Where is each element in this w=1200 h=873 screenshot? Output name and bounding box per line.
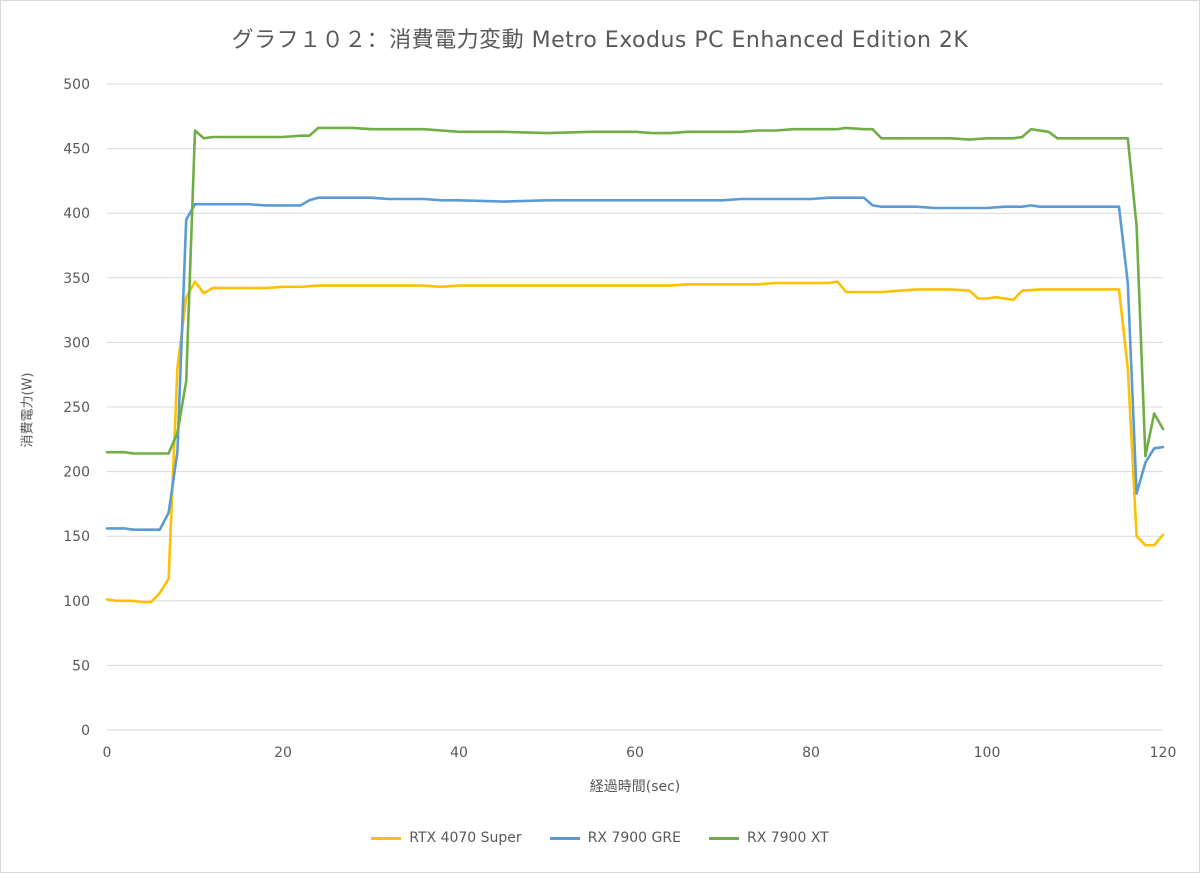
x-axis-label: 経過時間(sec) (589, 779, 681, 795)
legend-label: RTX 4070 Super (409, 830, 522, 846)
legend-swatch (371, 836, 402, 840)
series-lines (105, 126, 1165, 604)
y-tick-label: 50 (72, 658, 90, 674)
x-tick-label: 60 (626, 745, 644, 761)
series-line-rx-7900-gre (105, 196, 1165, 532)
legend: RTX 4070 Super RX 7900 GRE RX 7900 XT (0, 830, 1200, 846)
legend-swatch (549, 836, 580, 840)
y-tick-label: 300 (63, 335, 90, 351)
x-tick-label: 40 (450, 745, 468, 761)
x-tick-label: 120 (1150, 745, 1177, 761)
legend-item-rtx-4070-super: RTX 4070 Super (371, 830, 522, 846)
x-tick-label: 80 (802, 745, 820, 761)
series-line-rtx-4070-super (105, 280, 1165, 604)
y-tick-label: 0 (81, 723, 90, 739)
legend-item-rx-7900-xt: RX 7900 XT (708, 830, 829, 846)
x-axis-ticks: 0 20 40 60 80 100 120 (103, 745, 1177, 761)
legend-swatch (708, 836, 739, 840)
y-tick-label: 250 (63, 400, 90, 416)
y-tick-label: 200 (63, 465, 90, 481)
legend-label: RX 7900 XT (746, 830, 829, 846)
legend-label: RX 7900 GRE (587, 830, 681, 846)
x-tick-label: 20 (274, 745, 292, 761)
y-tick-label: 100 (63, 594, 90, 610)
gridlines (107, 83, 1163, 731)
legend-item-rx-7900-gre: RX 7900 GRE (549, 830, 681, 846)
chart-title: グラフ１０２：消費電力変動 Metro Exodus PC Enhanced E… (231, 28, 969, 53)
x-tick-label: 0 (103, 745, 112, 761)
y-tick-label: 450 (63, 142, 90, 158)
y-tick-label: 400 (63, 206, 90, 222)
series-line-rx-7900-xt (105, 126, 1165, 458)
y-tick-label: 150 (63, 529, 90, 545)
x-tick-label: 100 (974, 745, 1001, 761)
y-tick-label: 500 (63, 77, 90, 93)
y-axis-ticks: 0 50 100 150 200 250 300 350 400 450 500 (63, 77, 90, 739)
y-tick-label: 350 (63, 271, 90, 287)
